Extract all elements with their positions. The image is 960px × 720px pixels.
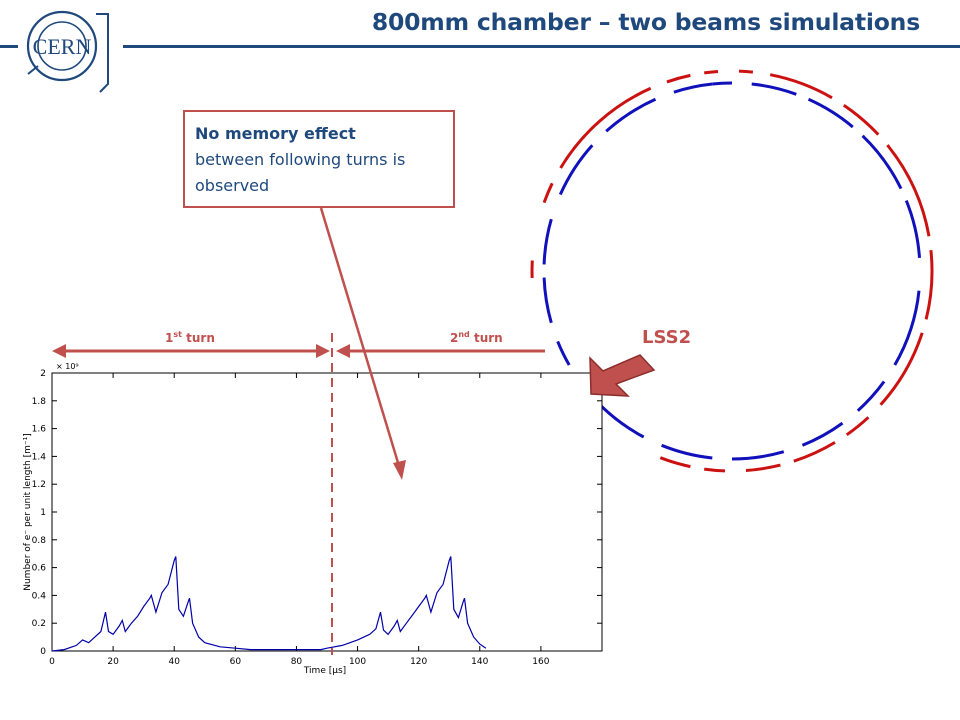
x-tick-label: 0: [49, 657, 55, 667]
x-tick-label: 60: [230, 657, 242, 667]
turn-2-arrow: [336, 344, 545, 358]
beam-1-arc: [542, 182, 554, 204]
callout-text: between following turns is observed: [195, 150, 406, 195]
plot-frame: [51, 372, 603, 652]
callout-bold-text: No memory effect: [195, 124, 356, 143]
turn-1-arrow: [52, 344, 330, 358]
beam-2-arc: [904, 200, 921, 259]
x-tick-label: 40: [168, 657, 180, 667]
electron-density-plot: 0 20 40 60 80 100 120 140 160 0 0.2 0.4 0.6 0.8 1 1.2 1.…: [23, 362, 603, 676]
beam-2-arc: [893, 290, 921, 366]
y-tick-label: 1: [40, 508, 46, 518]
lss2-arrow: [589, 354, 656, 397]
beam-1-arc: [886, 144, 931, 237]
beam-2-ring: [542, 81, 921, 461]
y-tick-label: 2: [40, 369, 46, 379]
beam-1-arc: [659, 456, 691, 469]
x-tick-label: 20: [107, 657, 119, 667]
beam-2-arc: [807, 97, 854, 129]
lss2-label: LSS2: [642, 327, 692, 348]
beam-1-arc: [842, 103, 880, 136]
y-tick-label: 0.6: [32, 564, 47, 574]
beam-1-arc: [738, 69, 754, 74]
x-tick-label: 140: [471, 657, 488, 667]
beam-1-arc: [845, 416, 870, 437]
beam-2-arc: [751, 82, 797, 96]
beam-2-arc: [712, 81, 733, 86]
beam-2-arc: [661, 443, 713, 460]
beam-2-arc: [542, 218, 553, 265]
y-tick-label: 0.2: [32, 619, 46, 629]
beam-1-arc: [559, 86, 652, 169]
y-tick-label: 0.8: [32, 536, 47, 546]
electron-curve: [51, 556, 487, 652]
beam-1-arc: [924, 249, 934, 320]
ring-diagram: [530, 69, 934, 473]
y-tick-label: 1.6: [32, 425, 47, 435]
beam-1-arc: [703, 70, 719, 75]
x-tick-label: 100: [349, 657, 366, 667]
y-tick-label: 1.2: [32, 480, 46, 490]
title-rule-right: [123, 45, 960, 48]
turn-2-label: 2nd turn: [450, 330, 503, 345]
beam-2-arc: [542, 277, 553, 324]
beam-2-arc: [861, 134, 903, 190]
beam-1-arc: [793, 441, 836, 463]
y-axis-label: Number of e⁻ per unit length [m⁻¹]: [23, 433, 33, 591]
beam-1-ring: [530, 69, 934, 473]
y-tick-label: 1.4: [32, 452, 47, 462]
y-tick-label: 0: [40, 647, 46, 657]
beam-2-arc: [558, 144, 594, 196]
x-tick-label: 120: [410, 657, 427, 667]
callout-arrow: [319, 207, 406, 480]
beam-2-arc: [556, 340, 571, 366]
beam-2-arc: [673, 82, 713, 94]
title-rule-left: [0, 45, 18, 48]
y-multiplier: × 10⁹: [56, 362, 79, 371]
beam-1-arc: [703, 467, 726, 473]
beam-1-arc: [769, 73, 833, 100]
beam-2-arc: [605, 97, 657, 133]
beam-1-arc: [666, 73, 691, 84]
beam-2-arc: [856, 380, 886, 412]
beam-1-arc: [879, 332, 924, 406]
x-axis-label: Time [μs]: [303, 666, 346, 676]
x-tick-label: 160: [532, 657, 549, 667]
callout-box: No memory effect between following turns…: [183, 110, 455, 208]
cern-logo-text: CERN: [33, 34, 92, 59]
y-tick-label: 0.4: [32, 591, 47, 601]
y-tick-label: 1.8: [32, 397, 47, 407]
turn-1-label: 1st turn: [165, 330, 215, 345]
beam-2-arc: [801, 421, 844, 447]
x-tick-label: 80: [291, 657, 303, 667]
beam-1-arc: [745, 463, 781, 472]
cern-logo: CERN: [26, 10, 109, 93]
beam-2-arc: [731, 450, 785, 461]
page-title: 800mm chamber – two beams simulations: [371, 8, 920, 36]
